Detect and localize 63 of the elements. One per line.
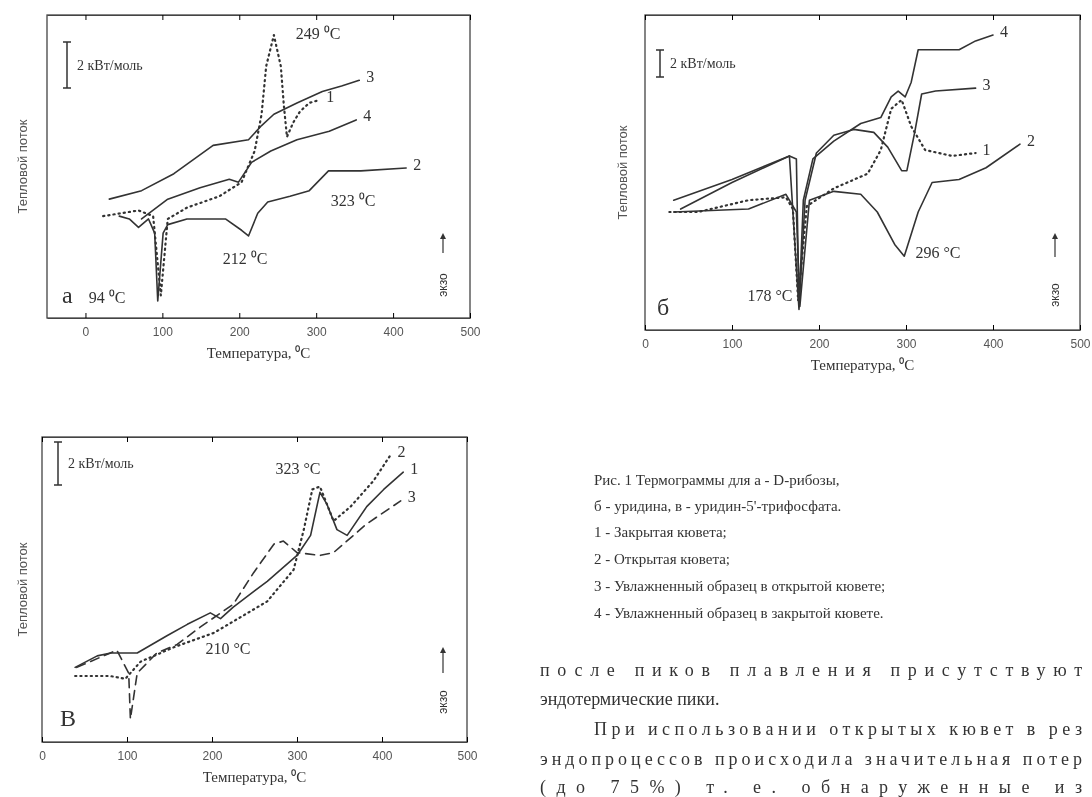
series-label: 3: [407, 488, 416, 506]
annotation: 210 °C: [205, 639, 251, 657]
series-label: 1: [410, 459, 419, 477]
text: 3 - Увлажненный образец в открытой кювете;: [594, 578, 886, 594]
annotation: 2 кВт/моль: [77, 57, 143, 73]
series-label: 1: [982, 140, 991, 158]
x-tick-label: 0: [39, 748, 47, 763]
text: В: [60, 705, 77, 731]
x-tick-label: 300: [287, 748, 308, 763]
x-tick-label: 500: [1070, 336, 1091, 351]
annotation: 323 °C: [275, 459, 321, 477]
text: эндотермические пики.: [540, 689, 720, 709]
x-tick-label: 200: [229, 324, 251, 339]
text: эндопроцессов происходила значительная потер: [540, 749, 1082, 769]
annotation: 94 ⁰C: [88, 288, 126, 306]
annotation: 2 кВт/моль: [68, 456, 134, 471]
x-tick-label: 500: [457, 748, 478, 763]
y-axis-title: Тепловой поток: [614, 125, 630, 220]
annotation: 212 ⁰C: [222, 249, 268, 267]
series-label: 2: [1026, 131, 1035, 149]
x-tick-label: 100: [117, 748, 138, 763]
x-tick-label: 300: [306, 324, 328, 339]
x-tick-label: 400: [983, 336, 1004, 351]
x-axis-title: Температура, ⁰C: [810, 357, 915, 373]
text: 2 - Открытая кювета;: [594, 551, 731, 567]
series-label: 1: [326, 87, 335, 105]
annotation: 2 кВт/моль: [670, 56, 736, 71]
text: после пиков плавления присутствуют: [540, 660, 1083, 680]
x-tick-label: 300: [896, 336, 917, 351]
x-tick-label: 100: [152, 324, 174, 339]
annotation: экзо: [436, 272, 450, 297]
series-label: 3: [982, 75, 991, 93]
x-tick-label: 0: [82, 324, 90, 339]
x-tick-label: 100: [722, 336, 743, 351]
text: 1 - Закрытая кювета;: [594, 524, 727, 540]
x-tick-label: 400: [383, 324, 404, 339]
x-axis-title: Температура, ⁰C: [202, 769, 307, 785]
annotation: 249 ⁰C: [295, 24, 341, 42]
x-tick-label: 0: [642, 336, 650, 351]
y-axis-title: Тепловой поток: [14, 542, 30, 637]
x-tick-label: 400: [372, 748, 393, 763]
annotation: 178 °C: [747, 286, 793, 304]
text: б: [657, 294, 670, 320]
annotation: 296 °C: [915, 243, 961, 261]
x-axis-title: Температура, ⁰C: [206, 345, 311, 361]
x-tick-label: 200: [809, 336, 830, 351]
text: 4 - Увлажненный образец в закрытой кювете.: [594, 605, 884, 621]
text: (до 75%) т. е. обнаруженные из: [540, 777, 1082, 797]
series-label: 2: [397, 442, 406, 460]
y-axis-title: Тепловой поток: [14, 119, 30, 214]
annotation: экзо: [436, 689, 450, 714]
x-tick-label: 500: [460, 324, 481, 339]
x-tick-label: 200: [202, 748, 223, 763]
text: б - уридина, в - уридин-5'-трифосфата.: [594, 498, 842, 514]
series-label: 4: [1000, 22, 1008, 40]
text: При использовании открытых кювет в рез: [594, 719, 1082, 739]
text: а: [62, 282, 73, 308]
series-label: 3: [366, 67, 375, 85]
text: Рис. 1 Термограммы для а - D-рибозы,: [594, 472, 840, 488]
series-label: 4: [363, 107, 372, 125]
annotation: 323 ⁰C: [330, 191, 376, 209]
series-label: 2: [413, 155, 422, 173]
annotation: экзо: [1048, 282, 1062, 307]
